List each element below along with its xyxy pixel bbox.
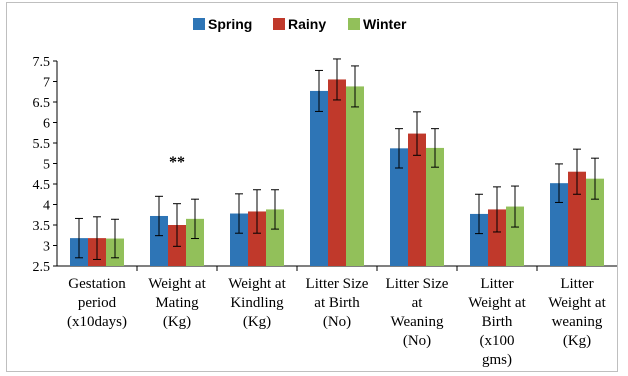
category-label-line: Litter Size [386, 276, 449, 292]
y-tick-label: 6 [43, 117, 50, 132]
category-labels: Gestation period (x10days) Weight at Mating (… [67, 276, 607, 368]
category-label-line: Gestation [68, 276, 126, 292]
category-label-line: Kindling [230, 295, 284, 311]
y-tick-label: 5.5 [33, 137, 51, 152]
category-label: Litter Weight at weaning (Kg) [548, 276, 606, 349]
bar-chart: Spring Rainy Winter 2.5 3 3.5 4 4.5 5 5.5 6 6.5 7 7.… [7, 3, 619, 373]
category-label: Weight at Mating (Kg) [148, 276, 206, 330]
chart-frame: Spring Rainy Winter 2.5 3 3.5 4 4.5 5 5.5 6 6.5 7 7.… [6, 2, 618, 372]
category-label: Weight at Kindling (Kg) [228, 276, 286, 330]
category-label-line: Weaning [391, 314, 444, 330]
legend-label-rainy: Rainy [288, 16, 326, 32]
y-tick-label: 7 [43, 76, 50, 91]
category-label-line: at Birth [314, 295, 360, 311]
category-label-line: Weight at [228, 276, 286, 292]
category-label-line: Birth [482, 314, 513, 330]
category-label-line: weaning [552, 314, 603, 330]
y-tick-label: 7.5 [33, 55, 51, 70]
bar-winter [346, 86, 364, 266]
annotations: ** [169, 154, 185, 171]
significance-annotation: ** [169, 154, 185, 171]
legend-swatch-winter [348, 18, 360, 30]
category-label-line: (x10days) [67, 314, 127, 330]
bars [70, 59, 604, 266]
category-label: Litter Weight at Birth (x100 gms) [468, 276, 526, 368]
category-label-line: (Kg) [243, 314, 271, 330]
category-label: Gestation period (x10days) [67, 276, 127, 330]
bar-spring [310, 91, 328, 266]
category-label-line: gms) [482, 352, 512, 368]
category-label-line: (Kg) [163, 314, 191, 330]
y-tick-label: 3.5 [33, 219, 51, 234]
y-tick-label: 3 [43, 240, 50, 255]
legend-swatch-rainy [273, 18, 285, 30]
category-label-line: Mating [155, 295, 199, 311]
category-label-line: Litter [480, 276, 513, 292]
category-label-line: Litter Size [306, 276, 369, 292]
category-label-line: (Kg) [563, 333, 591, 349]
category-label: Litter Size at Weaning (No) [386, 276, 449, 349]
category-label: Litter Size at Birth (No) [306, 276, 369, 330]
category-label-line: Litter [560, 276, 593, 292]
y-tick-label: 4.5 [33, 178, 51, 193]
legend: Spring Rainy Winter [193, 16, 407, 32]
y-tick-label: 4 [43, 199, 50, 214]
category-label-line: Weight at [148, 276, 206, 292]
y-tick-label: 6.5 [33, 96, 51, 111]
legend-label-winter: Winter [363, 16, 407, 32]
y-tick-label: 5 [43, 158, 50, 173]
category-label-line: period [78, 295, 117, 311]
category-label-line: at [412, 295, 424, 311]
y-tick-label: 2.5 [33, 260, 51, 275]
legend-swatch-spring [193, 18, 205, 30]
bar-rainy [328, 79, 346, 266]
category-label-line: Weight at [548, 295, 606, 311]
legend-label-spring: Spring [208, 16, 252, 32]
category-label-line: (x100 [480, 333, 515, 349]
category-label-line: (No) [403, 333, 431, 349]
category-label-line: (No) [323, 314, 351, 330]
category-label-line: Weight at [468, 295, 526, 311]
